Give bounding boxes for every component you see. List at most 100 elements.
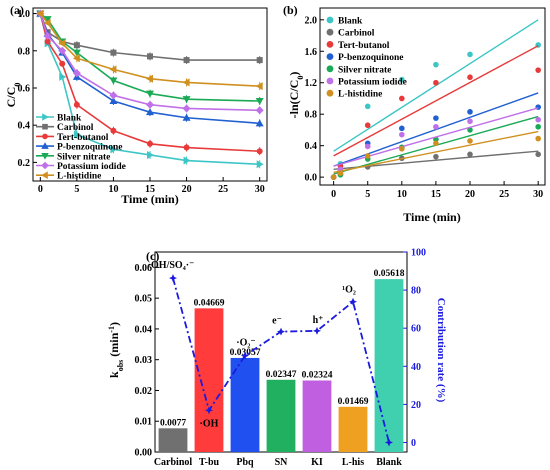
panel-a-data-point <box>255 82 263 91</box>
panel-b-legend-marker <box>326 65 334 73</box>
panel-a-data-point <box>255 119 264 127</box>
panel-c-right-tick-label: 20 <box>411 400 421 411</box>
panel-b-legend-label: P-benzoquinone <box>338 53 403 63</box>
panel-b-legend-label: Carbinol <box>338 29 375 39</box>
panel-a-data-point <box>109 97 118 105</box>
panel-c-y-tick-label: 0.00 <box>135 448 153 459</box>
panel-c-right-tick-label: 0 <box>411 438 416 449</box>
panel-a-x-tick-label: 5 <box>74 184 79 195</box>
panel-a-data-point <box>146 90 154 98</box>
panel-b-data-point <box>433 153 439 160</box>
panel-a-x-tick-label: 0 <box>38 184 43 195</box>
panel-b-y-tick-label: 2.0 <box>305 15 318 26</box>
panel-c-value-label: 0.01469 <box>338 397 369 407</box>
panel-a-data-point <box>109 91 118 100</box>
panel-b-data-point <box>535 151 541 158</box>
panel-b-data-point <box>535 116 541 123</box>
panel-a: (a) 0 5 10 15 20 25 30 0.2 0.4 0.6 0.8 1.0 BlankCar… <box>4 3 268 206</box>
panel-c-y-axis-label-sub: obs <box>116 360 125 372</box>
panel-c-y-tick-label: 0.02 <box>135 386 153 397</box>
panel-c-value-label: 0.04669 <box>194 298 225 308</box>
panel-a-data-point <box>43 18 51 27</box>
panel-b-data-point <box>433 123 439 130</box>
panel-b-data-point <box>433 79 439 86</box>
panel-b-x-tick-label: 10 <box>397 189 407 200</box>
panel-b-legend-label: Tert-butanol <box>338 41 390 51</box>
panel-b-x-tick-label: 5 <box>365 189 370 200</box>
panel-b-x-tick-label: 0 <box>331 189 336 200</box>
panel-b-y-tick-label: 0.8 <box>305 110 318 121</box>
panel-b-data-point <box>337 170 344 176</box>
panel-c-right-tick-label: 40 <box>411 362 421 373</box>
panel-b-legend-label: L-histidine <box>338 90 382 100</box>
panel-a-legend-label: Blank <box>57 114 82 124</box>
panel-c-right-tick-label: 80 <box>411 286 421 297</box>
panel-b-data-point <box>535 67 541 73</box>
panel-a-legend-marker <box>41 161 49 170</box>
panel-a-legend-label: Carbinol <box>57 123 94 133</box>
panel-a-x-tick-label: 15 <box>145 184 155 195</box>
panel-a-y-axis-label-sub: 0 <box>13 83 22 87</box>
panel-b-y-axis-label-sub: 0 <box>296 76 305 80</box>
panel-b-y-tick-label: 1.6 <box>305 47 318 58</box>
panel-b-data-point <box>399 95 405 102</box>
panel-b-x-tick-label: 20 <box>465 189 475 200</box>
panel-b-y-tick-label: 1.2 <box>305 78 318 89</box>
panel-c-x-tick-label: T-bu <box>199 457 220 468</box>
panel-a-data-point <box>110 127 117 134</box>
panel-a-data-point <box>36 9 44 18</box>
panel-a-y-axis-label-main: C/C <box>4 87 18 108</box>
panel-b-data-point <box>364 122 371 129</box>
panel-a-legend-label: Potassium iodide <box>57 162 126 172</box>
panel-b-data-point <box>467 109 473 115</box>
panel-a-legend-marker <box>42 113 49 121</box>
panel-c-y-tick-label: 0.01 <box>135 417 153 428</box>
panel-c-value-label: 0.02324 <box>302 370 333 380</box>
panel-c-x-tick-label: KI <box>311 457 323 468</box>
panel-c-contribution-point <box>205 406 213 415</box>
panel-c-y-axis-label-main: k <box>107 371 121 378</box>
panel-a-x-tick-label: 10 <box>108 184 118 195</box>
panel-a-axes: 0 5 10 15 20 25 30 0.2 0.4 0.6 0.8 1.0 <box>18 9 265 195</box>
panel-b-y-tick-label: 0.0 <box>305 173 318 184</box>
panel-a-y-tick-label: 1.0 <box>18 9 31 20</box>
panel-c-contribution-point <box>349 297 357 306</box>
panel-a-legend-label: Silver nitrate <box>57 152 110 162</box>
panel-b-data-point <box>467 138 473 144</box>
panel-b-legend-label: Blank <box>338 17 363 27</box>
panel-c-species-annotation: ·OH <box>200 418 219 429</box>
panel-c-bar-6 <box>374 279 404 452</box>
panel-a-data-point <box>147 53 153 60</box>
panel-a-legend-marker <box>41 142 49 149</box>
panel-c-right-tick-label: 60 <box>411 324 421 335</box>
panel-a-data-point <box>110 145 118 154</box>
panel-a-data-point <box>183 57 190 64</box>
panel-a-data-point <box>73 130 81 139</box>
panel-b-y-tick-label: 0.4 <box>305 141 318 152</box>
panel-b-legend-label: Potassium iodide <box>338 78 407 88</box>
panel-b-fit-line-6 <box>333 130 539 174</box>
panel-c-x-tick-label: Blank <box>376 457 402 468</box>
panel-b-data-point <box>399 146 405 152</box>
panel-b-legend-label: Silver nitrate <box>338 65 391 75</box>
panel-a-legend-label: P-benzoquinone <box>57 143 122 153</box>
panel-a-data-point <box>58 39 66 48</box>
panel-c-species-annotation: ·O₂⁻ <box>236 338 255 349</box>
panel-b-data-point <box>433 140 439 147</box>
panel-c-bar-3 <box>266 379 296 452</box>
panel-a-series-line-5 <box>39 13 260 112</box>
panel-a-data-point <box>110 49 117 56</box>
panel-a-data-point <box>43 31 52 40</box>
panel-b-frame <box>319 7 546 186</box>
panel-b-x-tick-label: 15 <box>431 189 441 200</box>
panel-b-data-point <box>364 103 371 110</box>
panel-c-y-axis-label-sup: -1 <box>107 326 116 333</box>
panel-b-legend-marker <box>326 16 334 24</box>
panel-b-x-axis-label: Time (min) <box>403 210 460 224</box>
panel-a-data-point <box>256 148 263 155</box>
panel-c-contribution-point <box>241 351 249 360</box>
panel-c-contribution-point <box>385 438 393 447</box>
panel-a-legend-marker <box>41 171 48 179</box>
panel-a-data-point <box>183 144 190 151</box>
